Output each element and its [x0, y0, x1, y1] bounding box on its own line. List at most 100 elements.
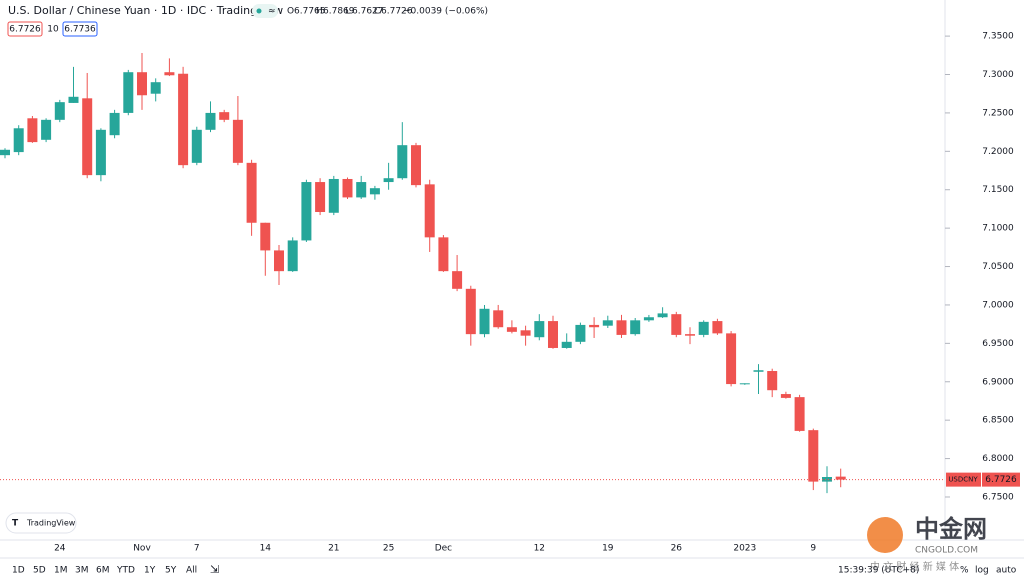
y-tick-label: 7.0000	[982, 300, 1014, 310]
ask-box	[62, 21, 98, 37]
range-button[interactable]: All	[186, 566, 197, 576]
candle-body	[561, 341, 572, 348]
ohlc-letter: H	[316, 7, 323, 17]
range-button[interactable]: 1M	[54, 566, 68, 576]
range-button[interactable]: 5Y	[165, 566, 177, 576]
candle-body	[95, 129, 106, 176]
candle-body	[548, 321, 558, 348]
x-tick-label: 7	[194, 544, 200, 554]
x-tick-label: 9	[810, 544, 816, 554]
y-tick-label: 7.2500	[982, 108, 1014, 118]
candle-body	[301, 182, 312, 241]
symbol-label: USDCNY	[948, 476, 978, 484]
candle-body	[82, 98, 93, 176]
x-tick-label: 19	[602, 544, 614, 554]
candle-body	[41, 119, 52, 140]
ohlc-letter: L	[345, 7, 350, 17]
candle-body	[315, 182, 326, 213]
candle-body	[397, 145, 408, 179]
range-button[interactable]: 1D	[12, 566, 25, 576]
symbol-tag	[946, 472, 981, 487]
candle-body	[54, 102, 65, 120]
auto-toggle[interactable]: auto	[996, 566, 1017, 576]
candle-body	[835, 476, 846, 480]
range-button[interactable]: 5D	[33, 566, 46, 576]
candle-body	[685, 334, 695, 336]
range-button[interactable]: 6M	[96, 566, 110, 576]
x-tick-label: 21	[328, 544, 339, 554]
y-tick-label: 6.7500	[982, 492, 1014, 502]
candle-body	[232, 119, 243, 163]
bid: 6.7726	[9, 25, 41, 35]
percent-toggle[interactable]: %	[960, 566, 969, 576]
candle-body	[274, 250, 284, 272]
change: −0.0039 (−0.06%)	[403, 7, 488, 17]
status-icon: ≈	[268, 7, 276, 17]
watermark-name: 中金网	[915, 515, 987, 543]
candle-body	[205, 112, 216, 130]
range-button[interactable]: 1Y	[144, 566, 156, 576]
candle-body	[753, 370, 764, 372]
logo: TradingView	[26, 519, 76, 528]
logo-badge[interactable]	[5, 512, 77, 534]
candle-body	[657, 313, 668, 318]
x-tick-label: 25	[383, 544, 394, 554]
candle-body	[27, 118, 38, 143]
clock: 15:39:39 (UTC+8)	[838, 566, 919, 576]
x-tick-label: 14	[260, 544, 272, 554]
candle-body	[767, 371, 778, 391]
candle-body	[822, 477, 832, 482]
candle-body	[493, 310, 504, 328]
x-tick-label: Dec	[435, 544, 452, 554]
candle-body	[534, 321, 545, 338]
candle-body	[520, 330, 531, 336]
price-tag	[982, 472, 1020, 487]
candle-body	[712, 321, 723, 334]
y-tick-label: 7.3000	[982, 70, 1014, 80]
price-label: 6.7726	[985, 475, 1017, 485]
ohlc-letter: O	[287, 7, 294, 17]
calendar-icon[interactable]: ⇲	[210, 563, 219, 576]
y-tick-label: 7.2000	[982, 147, 1014, 157]
ohlc-letter: C	[374, 7, 380, 17]
candle-body	[739, 383, 750, 385]
watermark-site: CNGOLD.COM	[915, 546, 978, 556]
range-button[interactable]: YTD	[116, 566, 135, 576]
candle-body	[411, 145, 421, 186]
candle-body	[13, 128, 24, 153]
log-toggle[interactable]: log	[975, 566, 989, 576]
candle-body	[479, 308, 490, 335]
candle-body	[328, 178, 339, 213]
watermark-slogan: 中 文 财 经 新 媒 体	[870, 560, 959, 573]
candle-body	[68, 96, 79, 103]
y-tick-label: 7.3500	[982, 32, 1014, 42]
x-tick-label: 2023	[733, 544, 756, 554]
ask: 6.7736	[64, 25, 96, 35]
y-tick-label: 7.0500	[982, 262, 1014, 272]
candle-body	[109, 112, 120, 136]
x-tick-label: Nov	[133, 544, 151, 554]
candle-body	[191, 129, 202, 163]
candle-body	[369, 188, 380, 195]
ohlc-value: 6.7869	[323, 7, 355, 17]
candle-body	[589, 324, 600, 328]
candle-body	[246, 162, 257, 223]
candle-body	[0, 149, 10, 156]
candle-body	[342, 178, 353, 198]
candle-body	[452, 271, 463, 289]
candle-body	[808, 430, 819, 482]
candle-body	[726, 333, 737, 385]
x-tick-label: 26	[671, 544, 683, 554]
y-tick-label: 6.8000	[982, 454, 1014, 464]
range-button[interactable]: 3M	[75, 566, 89, 576]
watermark-icon	[867, 517, 903, 553]
candle-body	[575, 324, 586, 342]
y-tick-label: 6.9000	[982, 377, 1014, 387]
candle-body	[671, 314, 682, 335]
candle-body	[630, 320, 641, 335]
candle-body	[383, 178, 394, 183]
candle-body	[219, 112, 230, 120]
candle-body	[164, 72, 175, 76]
